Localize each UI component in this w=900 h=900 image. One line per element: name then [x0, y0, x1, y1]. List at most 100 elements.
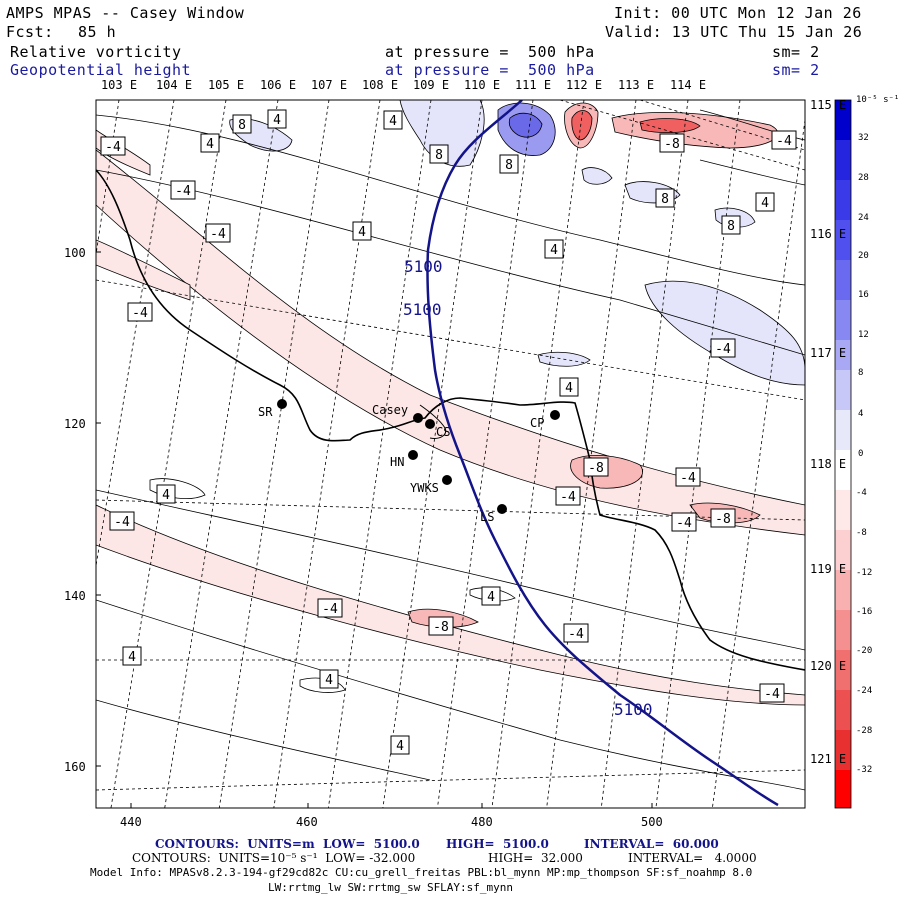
height-contour-high: HIGH= 5100.0 [446, 837, 549, 851]
vort-label: 4 [390, 735, 410, 755]
coastline [96, 169, 805, 671]
vort-label: -4 [555, 486, 581, 506]
vort-label: -8 [659, 133, 685, 153]
vorticity-label-group: -4 4 8 4 4 8 8 -8 -4 -4 4 8 4 -4 -4 4 8 … [100, 109, 797, 755]
model-info-radiation: LW:rrtmg_lw SW:rrtmg_sw SFLAY:sf_mynn [268, 881, 514, 894]
longitude-grid [96, 100, 805, 808]
vort-label: 4 [755, 192, 775, 212]
vort-label-text: -4 [210, 227, 226, 242]
vort-label-text: -4 [105, 140, 121, 155]
vort-label-text: 8 [727, 219, 735, 234]
vorticity-contour-interval: INTERVAL= 4.0000 [628, 851, 757, 865]
station-dot-hn [408, 450, 418, 460]
station-label: HN [390, 455, 404, 469]
lon-label-right: 119 E [810, 562, 847, 576]
station-dot-cp [550, 410, 560, 420]
vort-label: 4 [544, 239, 564, 259]
colorbar-label: 16 [858, 290, 869, 300]
field2-name: Geopotential height [10, 61, 192, 79]
colorbar-label: 12 [858, 330, 869, 340]
vort-label: -4 [759, 683, 785, 703]
map-frame [95, 99, 806, 809]
colorbar-label: 24 [858, 213, 869, 223]
vort-label: 8 [499, 154, 519, 174]
station-label: Casey [372, 403, 408, 417]
lon-label-right: 116 E [810, 227, 847, 241]
coastline-secondary [419, 404, 447, 439]
height-label-group: 5100 5100 5100 [403, 257, 653, 719]
station-label: CS [436, 425, 450, 439]
lon-label: 112 E [565, 78, 603, 92]
vort-label-text: 4 [396, 739, 404, 754]
colorbar-label: -20 [856, 646, 873, 656]
lon-label-right: 115 E [810, 98, 847, 112]
colorbar-label: -24 [856, 686, 873, 696]
colorbar-label: -12 [856, 568, 873, 578]
lon-label-right: 120 E [810, 659, 847, 673]
colorbar-label: -4 [856, 488, 867, 498]
vort-label-text: 4 [325, 673, 333, 688]
vort-label: -4 [205, 223, 231, 243]
vort-label: 4 [122, 646, 142, 666]
vort-label: 4 [156, 484, 176, 504]
vort-label-text: 8 [505, 158, 513, 173]
station-dot-sr [277, 399, 287, 409]
station-dot-ywks [442, 475, 452, 485]
lon-label: 113 E [617, 78, 655, 92]
vort-label-text: 4 [565, 381, 573, 396]
vort-label: -4 [109, 511, 135, 531]
vort-label: -8 [428, 616, 454, 636]
height-label: 5100 [614, 700, 653, 719]
vort-label: 4 [267, 109, 287, 129]
field2-level: at pressure = 500 hPa [385, 61, 595, 79]
vort-label-text: 4 [550, 243, 558, 258]
vort-label-text: -4 [322, 602, 338, 617]
x-tick-label: 480 [471, 815, 493, 829]
y-tick-label: 120 [64, 417, 86, 431]
station-label: SR [258, 405, 273, 419]
height-contour-interval: INTERVAL= 60.000 [584, 837, 719, 851]
vort-label: 4 [481, 586, 501, 606]
x-tick-label: 440 [120, 815, 142, 829]
colorbar-units: 10⁻⁵ s⁻¹ [856, 95, 900, 105]
x-tick-label: 460 [296, 815, 318, 829]
station-dot-ls [497, 504, 507, 514]
forecast-label: Fcst: [6, 23, 54, 41]
vort-label: -4 [100, 136, 126, 156]
vort-label-text: 4 [389, 114, 397, 129]
colorbar-label: 28 [858, 173, 869, 183]
vort-label-text: -4 [114, 515, 130, 530]
colorbar-label: 4 [858, 409, 864, 419]
colorbar-label: -28 [856, 726, 873, 736]
lon-label-right: 118 E [810, 457, 847, 471]
lon-label: 105 E [207, 78, 245, 92]
colorbar-label: -16 [856, 607, 873, 617]
vort-label: -4 [671, 512, 697, 532]
vort-label-text: -4 [764, 687, 780, 702]
field1-name: Relative vorticity [10, 43, 182, 61]
station-label: CP [530, 416, 544, 430]
vort-label: -4 [170, 180, 196, 200]
geopotential-height-contour [426, 100, 779, 807]
height-label: 5100 [404, 257, 443, 276]
vort-label-text: -8 [664, 137, 680, 152]
field2-smoothing: sm= 2 [772, 61, 820, 79]
vort-label: -4 [563, 623, 589, 643]
vorticity-contour-info: CONTOURS: UNITS=10⁻⁵ s⁻¹ LOW= -32.000 [132, 851, 416, 865]
vort-label: 8 [232, 114, 252, 134]
vort-label: -4 [317, 598, 343, 618]
plot-title: AMPS MPAS -- Casey Window [6, 4, 245, 22]
vort-label: 8 [721, 215, 741, 235]
valid-time: Valid: 13 UTC Thu 15 Jan 26 [605, 23, 863, 41]
vort-label-text: 4 [358, 225, 366, 240]
station-label: LS [480, 510, 494, 524]
core-positive-vorticity [508, 112, 543, 138]
vort-label: 8 [429, 144, 449, 164]
station-labels: SR Casey CS HN YWKS LS CP [258, 403, 544, 524]
vort-label-text: 4 [162, 488, 170, 503]
lon-label-right: 117 E [810, 346, 847, 360]
colorbar-label: 8 [858, 368, 864, 378]
lon-label: 104 E [155, 78, 193, 92]
vort-label: -4 [710, 338, 736, 358]
